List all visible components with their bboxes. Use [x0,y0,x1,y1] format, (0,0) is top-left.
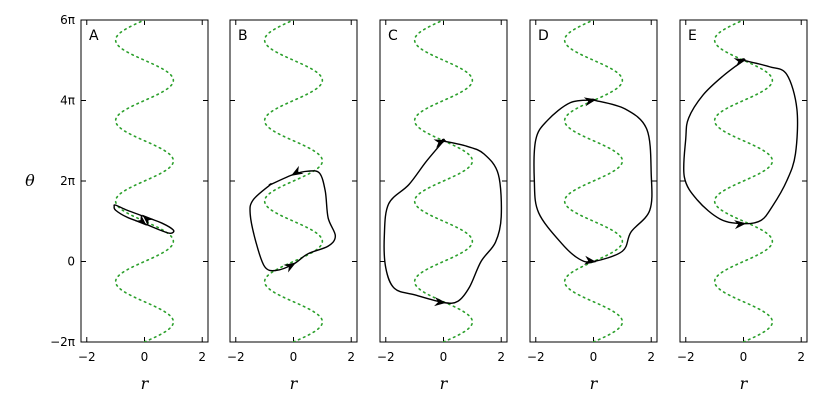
y-tick-label: 0 [67,255,75,269]
plot-area [249,20,337,342]
panel-label: B [238,28,248,44]
x-axis-label: r [290,374,299,393]
x-axis-label: r [590,374,599,393]
limit-cycle [113,204,175,235]
arrow-head [433,139,447,148]
arrow-head [583,255,597,265]
panel-label: A [89,28,99,44]
panel-label: C [388,28,398,44]
x-tick-label: −2 [677,350,695,364]
dotted-curve [114,20,175,342]
arrow-head [734,220,747,230]
x-tick-label: −2 [78,350,96,364]
dotted-curve [713,20,774,342]
arrow-head [434,297,447,307]
y-tick-label: 2π [60,174,75,188]
x-axis-label: r [141,374,150,393]
panels: −2π 0 2π 4π 6π −2 0 2 r A −2 0 2 r B −2 0 2 r C −2 0 2 r D −2 0 2 r E [50,13,808,393]
x-tick-label: −2 [527,350,545,364]
arrow-head [583,97,597,107]
panel-c: −2 0 2 r C [377,19,508,393]
x-tick-label: −2 [227,350,245,364]
limit-cycle [249,170,337,272]
arrow-head [283,262,297,273]
y-tick-label: 4π [60,94,75,108]
y-tick-label: 6π [60,13,75,27]
plot-area [533,20,653,342]
y-axis-label: θ [25,171,35,190]
x-tick-label: 2 [497,350,505,364]
limit-cycle [682,58,799,225]
x-axis-label: r [740,374,749,393]
arrow-head [142,214,155,227]
x-tick-label: 0 [141,350,149,364]
plot-area [383,20,503,342]
x-tick-label: 0 [740,350,748,364]
arrow-head [134,214,147,226]
x-tick-label: 0 [440,350,448,364]
x-axis-label: r [440,374,449,393]
x-tick-label: 2 [347,350,355,364]
dotted-curve [263,20,324,342]
x-tick-label: 2 [647,350,655,364]
panel-b: −2 0 2 r B [227,19,358,393]
x-tick-label: 0 [590,350,598,364]
x-tick-label: 2 [198,350,206,364]
plot-area [682,20,799,342]
panel-a: −2π 0 2π 4π 6π −2 0 2 r A [50,13,209,393]
x-tick-label: 2 [797,350,805,364]
plot-area [113,20,175,342]
arrow-head [290,165,304,176]
panel-label: E [688,28,697,44]
y-tick-label: −2π [50,335,75,349]
x-tick-label: 0 [290,350,298,364]
dotted-curve [413,20,474,342]
dotted-curve [563,20,624,342]
panel-e: −2 0 2 r E [677,19,808,393]
arrow-head [733,58,747,67]
panel-label: D [538,28,549,44]
limit-cycle [533,98,653,263]
panel-d: −2 0 2 r D [527,19,658,393]
x-tick-label: −2 [377,350,395,364]
